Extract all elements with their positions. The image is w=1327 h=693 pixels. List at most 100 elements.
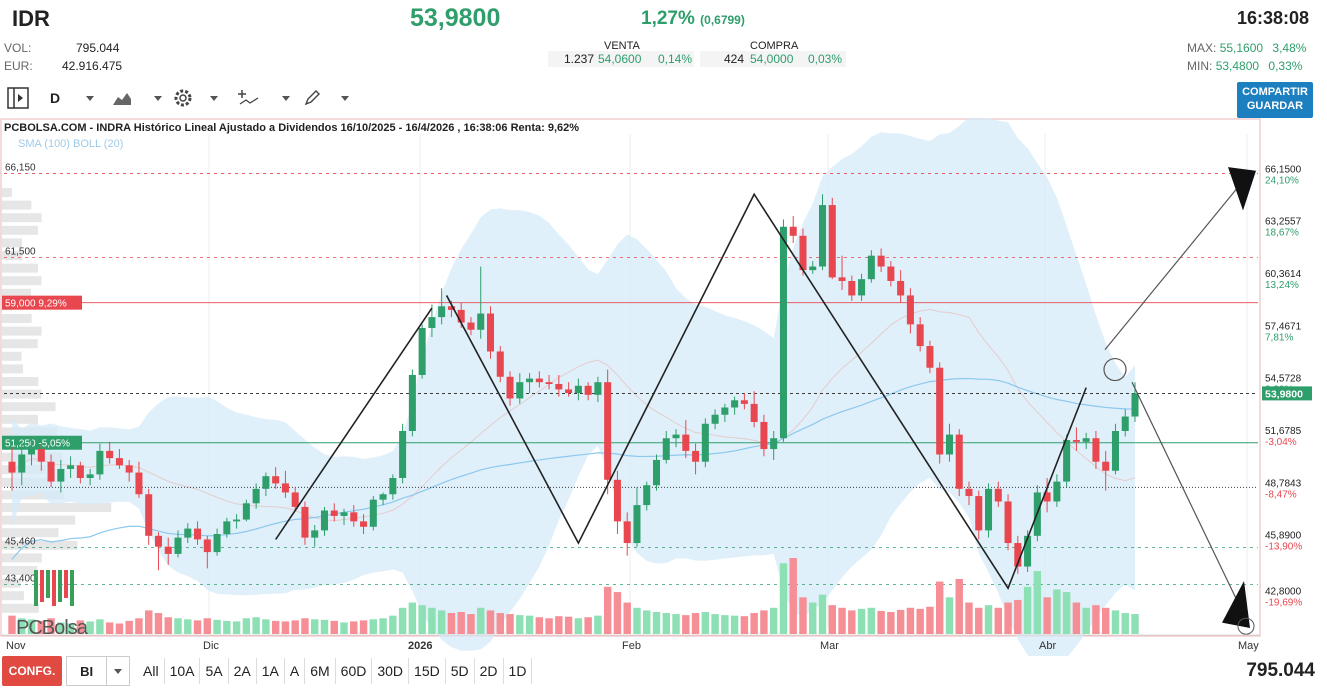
eur-stat: EUR: bbox=[4, 59, 33, 73]
candle-body bbox=[154, 535, 162, 547]
candle-body bbox=[906, 295, 914, 325]
volume-bar bbox=[682, 615, 690, 634]
candle-body bbox=[877, 255, 885, 267]
range-button-6m[interactable]: 6M bbox=[305, 658, 336, 684]
volume-profile-bar bbox=[2, 238, 23, 248]
compra-qty: 424 bbox=[724, 52, 745, 66]
candle-body bbox=[1053, 481, 1061, 502]
volume-profile-bar bbox=[2, 225, 38, 235]
candle-body bbox=[47, 461, 55, 482]
range-button-30d[interactable]: 30D bbox=[372, 658, 410, 684]
mode-select[interactable]: BI bbox=[66, 656, 130, 686]
volume-profile-bar bbox=[2, 528, 59, 538]
candle-body bbox=[916, 324, 924, 347]
volume-bar bbox=[750, 613, 758, 634]
volume-profile-bar bbox=[2, 263, 39, 273]
range-button-60d[interactable]: 60D bbox=[336, 658, 373, 684]
settings-select[interactable] bbox=[172, 86, 218, 110]
range-button-10a[interactable]: 10A bbox=[165, 658, 201, 684]
last-price: 53,9800 bbox=[410, 4, 501, 32]
range-button-a[interactable]: A bbox=[285, 658, 306, 684]
volume-bar bbox=[955, 578, 963, 634]
candle-body bbox=[106, 450, 114, 459]
volume-bar bbox=[125, 620, 133, 634]
volume-bar bbox=[984, 605, 993, 634]
volume-bar bbox=[477, 607, 485, 634]
volume-bar bbox=[799, 597, 807, 634]
volume-bar bbox=[867, 607, 876, 634]
arrow-down-head-icon bbox=[1222, 581, 1250, 628]
volume-bar bbox=[945, 597, 954, 634]
candle-body bbox=[18, 454, 26, 473]
range-button-all[interactable]: All bbox=[138, 658, 165, 684]
volume-bar bbox=[184, 619, 192, 634]
volume-bar bbox=[809, 602, 817, 634]
volume-bar bbox=[389, 615, 397, 634]
volume-bar bbox=[574, 618, 583, 634]
candle-body bbox=[545, 382, 553, 384]
candle-body bbox=[770, 438, 778, 450]
candle-body bbox=[242, 503, 250, 520]
volume-profile-bar bbox=[2, 414, 39, 424]
candle-body bbox=[418, 327, 426, 375]
volume-stat: VOL: bbox=[4, 41, 31, 55]
candle-body bbox=[1014, 543, 1022, 567]
volume-bar bbox=[457, 611, 465, 634]
volume-bar bbox=[252, 617, 260, 634]
volume-bar bbox=[838, 607, 846, 634]
volume-bar bbox=[857, 608, 866, 634]
candle-body bbox=[574, 385, 582, 394]
indicators-select[interactable] bbox=[238, 86, 290, 110]
candle-body bbox=[311, 530, 319, 538]
candle-body bbox=[848, 280, 856, 296]
candle-body bbox=[57, 468, 65, 482]
vol-label: VOL: bbox=[4, 41, 32, 55]
candle-body bbox=[643, 485, 651, 506]
candlestick-series bbox=[8, 194, 1139, 574]
config-button[interactable]: CONFG. bbox=[2, 656, 62, 686]
volume-bar bbox=[1014, 599, 1022, 634]
price-chart[interactable]: 66,150 61,500 45,460 43,400 59,000 9,29% 51,2… bbox=[0, 118, 1327, 656]
pct-tick-label: -19,69% bbox=[1265, 597, 1302, 608]
chevron-down-icon bbox=[114, 668, 123, 674]
candle-body bbox=[223, 521, 231, 535]
range-button-5a[interactable]: 5A bbox=[200, 658, 229, 684]
volume-bar bbox=[271, 620, 280, 634]
change-pct: 1,27% bbox=[641, 8, 695, 29]
candle-body bbox=[272, 476, 280, 484]
share-label: COMPARTIR bbox=[1242, 86, 1308, 98]
volume-bar bbox=[66, 623, 75, 634]
pct-tick-label: 24,10% bbox=[1265, 175, 1299, 186]
time-tick-label: Nov bbox=[6, 640, 26, 652]
volume-bar bbox=[535, 617, 544, 634]
range-button-2d[interactable]: 2D bbox=[475, 658, 504, 684]
volume-bar bbox=[203, 618, 212, 634]
panel-toggle-icon bbox=[7, 87, 29, 109]
drawing-tools-select[interactable] bbox=[303, 86, 349, 110]
range-button-15d[interactable]: 15D bbox=[409, 658, 446, 684]
volume-bar bbox=[545, 618, 553, 634]
toggle-panel-button[interactable] bbox=[6, 86, 30, 110]
period-select[interactable]: D bbox=[50, 86, 95, 110]
watermark: PCBolsa bbox=[16, 617, 89, 639]
chart-type-select[interactable] bbox=[112, 86, 162, 110]
chevron-down-icon bbox=[282, 95, 290, 101]
volume-profile-bar bbox=[2, 566, 38, 575]
volume-bar bbox=[935, 581, 944, 634]
volume-bar bbox=[603, 586, 612, 634]
volume-bar bbox=[730, 615, 739, 634]
candle-body bbox=[672, 434, 680, 439]
pivot-circle bbox=[1103, 357, 1127, 382]
candle-body bbox=[174, 537, 182, 554]
bottom-volume: 795.044 bbox=[1246, 660, 1315, 681]
range-button-2a[interactable]: 2A bbox=[229, 658, 257, 684]
candle-body bbox=[408, 374, 416, 431]
range-button-1a[interactable]: 1A bbox=[257, 658, 285, 684]
save-label: GUARDAR bbox=[1246, 100, 1304, 112]
venta-pct: 0,14% bbox=[658, 52, 693, 66]
volume-bar bbox=[86, 621, 94, 634]
range-button-1d[interactable]: 1D bbox=[504, 658, 533, 684]
candle-body bbox=[281, 483, 289, 493]
share-save-button[interactable]: COMPARTIR GUARDAR bbox=[1237, 82, 1313, 118]
range-button-5d[interactable]: 5D bbox=[446, 658, 475, 684]
